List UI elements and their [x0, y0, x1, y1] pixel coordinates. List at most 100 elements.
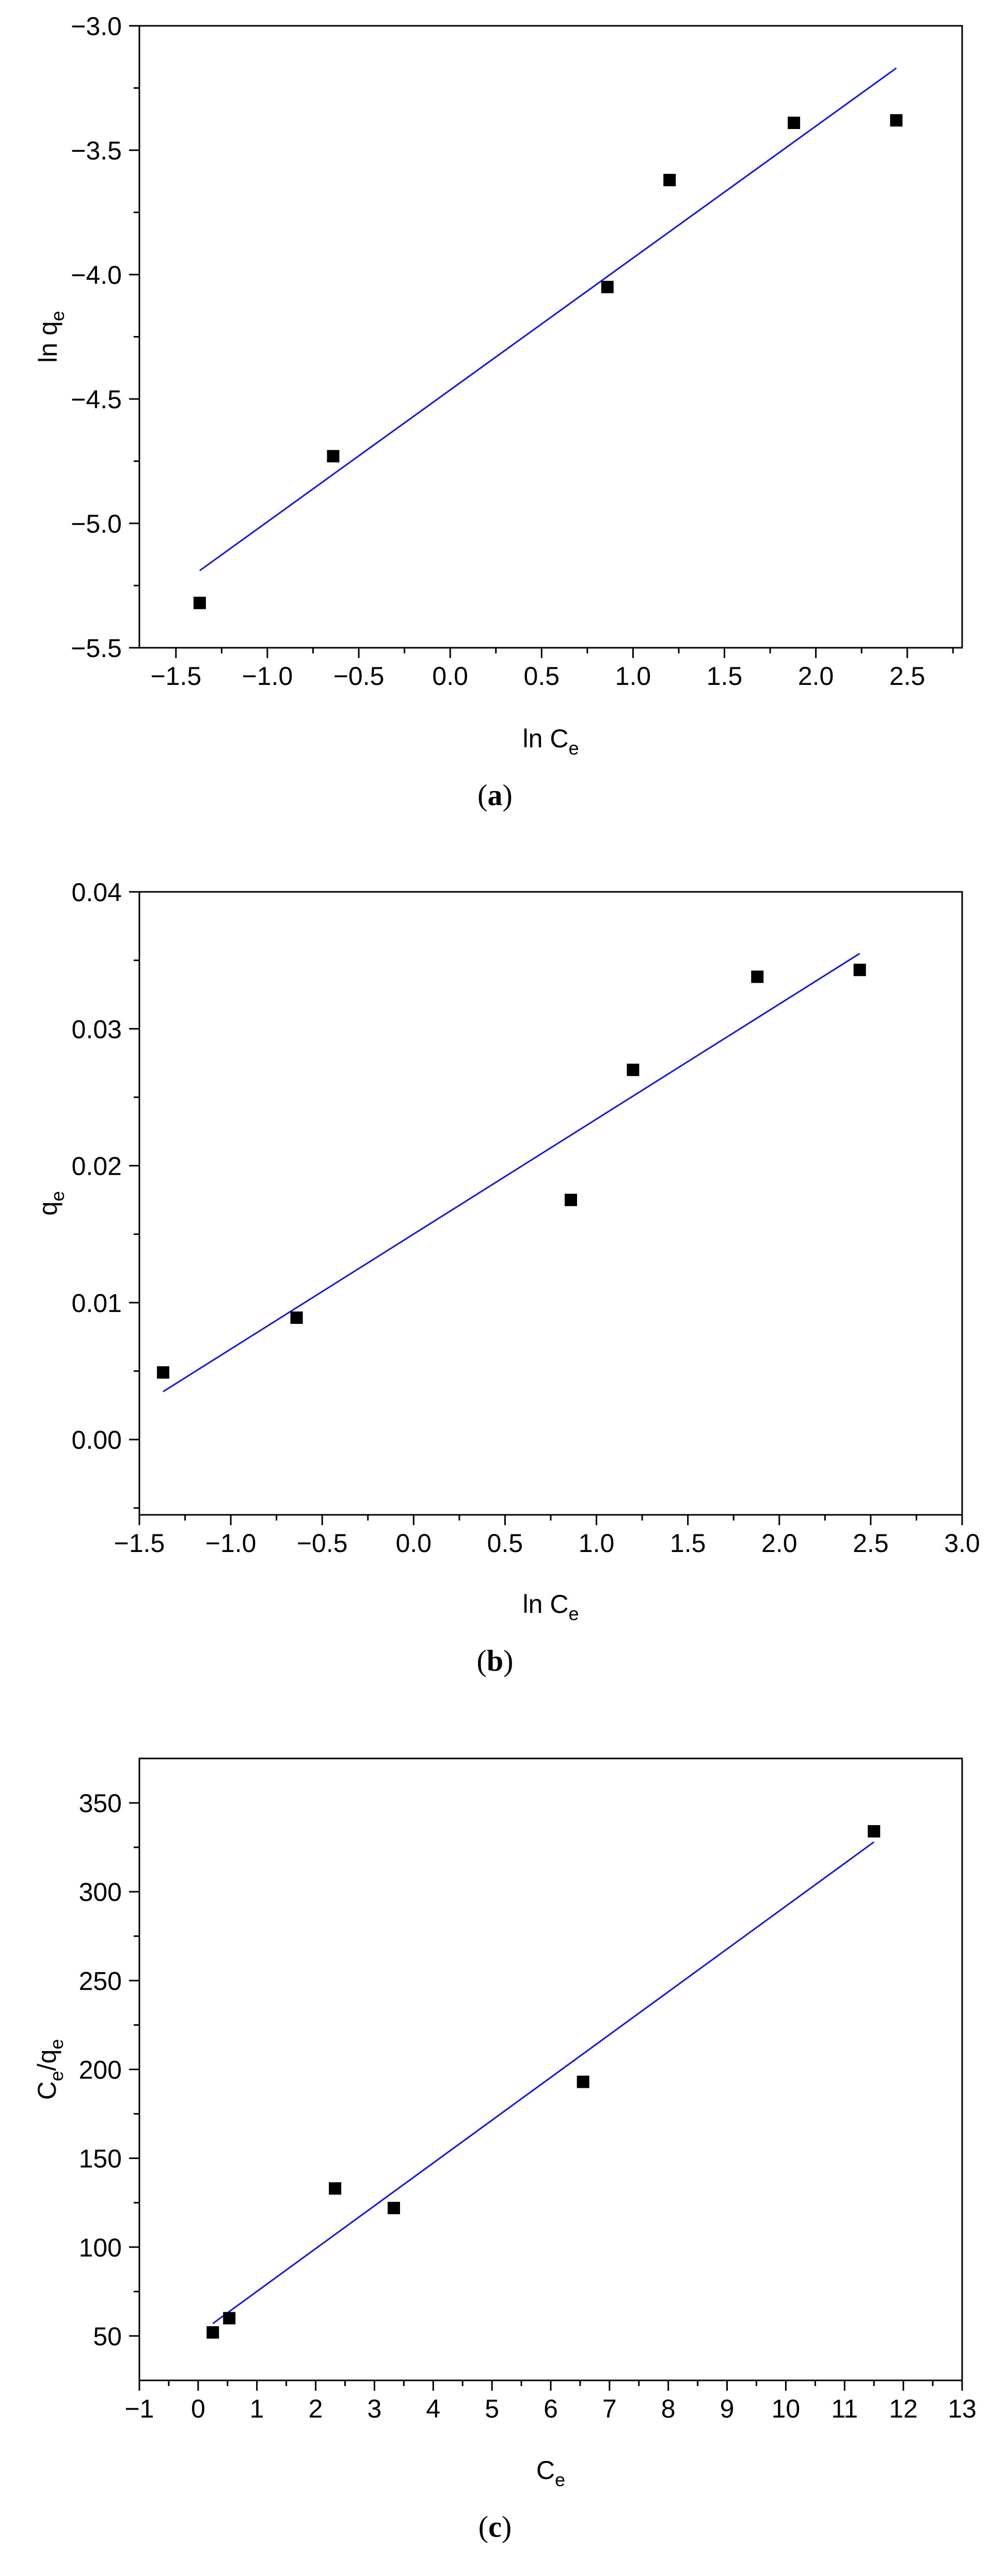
data-point [157, 1366, 170, 1379]
data-point [329, 2182, 342, 2195]
x-tick-label: 1.0 [615, 662, 651, 691]
fit-line [199, 67, 897, 571]
x-tick-label: −1.0 [242, 662, 293, 691]
y-tick-label: 350 [79, 1789, 122, 1818]
data-point [853, 964, 866, 977]
x-tick-label: 2.0 [798, 662, 834, 691]
y-tick-label: 0.04 [72, 878, 122, 907]
panel-caption-letter: c [488, 2510, 502, 2543]
x-tick-label: 0 [191, 2394, 205, 2423]
y-axis-label: ln qe [34, 311, 68, 363]
data-point [627, 1063, 640, 1076]
panel-caption: (b) [477, 1644, 514, 1677]
x-tick-label: 1 [250, 2394, 264, 2423]
x-tick-label: 0.5 [487, 1529, 523, 1558]
x-tick-label: 2 [309, 2394, 323, 2423]
x-tick-label: 0.5 [524, 662, 560, 691]
y-tick-label: 300 [79, 1878, 122, 1907]
x-tick-label: 12 [889, 2394, 918, 2423]
y-tick-label: 250 [79, 1966, 122, 1995]
x-tick-label: 7 [602, 2394, 617, 2423]
y-tick-label: 0.01 [72, 1289, 122, 1318]
data-point [564, 1193, 577, 1206]
y-tick-label: 50 [93, 2322, 122, 2351]
x-tick-label: −1.5 [150, 662, 201, 691]
y-axis-label-tail-subscript: e [46, 2039, 67, 2050]
data-point [388, 2202, 401, 2215]
x-tick-label: −0.5 [297, 1529, 348, 1558]
data-point [193, 597, 206, 610]
x-tick-label: 4 [426, 2394, 440, 2423]
x-tick-label: 0.0 [432, 662, 468, 691]
x-tick-label: −1 [124, 2394, 154, 2423]
y-tick-label: −3.0 [71, 12, 122, 41]
y-tick-label: 0.03 [72, 1015, 122, 1044]
fit-line [163, 953, 860, 1393]
y-tick-label: 100 [79, 2233, 122, 2262]
fit-line [212, 1841, 875, 2325]
data-point [577, 2075, 589, 2088]
chart-panel-a: −1.5 −1.0 −0.5 0.0 0.5 1.0 1.5 2.0 2.5 −5.5 −5.0 −4… [34, 12, 963, 812]
x-tick-label: 9 [720, 2394, 734, 2423]
x-tick-label: 10 [772, 2394, 801, 2423]
x-tick-label: 1.5 [707, 662, 743, 691]
x-axis-label-subscript: e [568, 738, 579, 759]
panel-caption: (c) [478, 2510, 512, 2543]
x-tick-label: −0.5 [333, 662, 385, 691]
panel-caption-letter: b [487, 1644, 503, 1677]
y-tick-label: −5.0 [71, 509, 122, 538]
y-tick-label: 150 [79, 2145, 122, 2173]
y-tick-label: 0.00 [72, 1426, 122, 1454]
panel-caption: (a) [477, 778, 513, 812]
data-point [890, 114, 903, 127]
x-axis-label: ln Ce [523, 724, 579, 759]
data-point [327, 450, 340, 462]
plot-frame [138, 891, 963, 1516]
x-tick-label: 0.0 [396, 1529, 432, 1558]
panel-caption-letter: a [488, 778, 503, 812]
y-axis-label-subscript: e [47, 1191, 68, 1202]
y-tick-label: −4.5 [71, 385, 122, 414]
y-tick-label: −5.5 [71, 634, 122, 663]
x-tick-label: −1.5 [114, 1529, 165, 1558]
x-tick-label: 8 [661, 2394, 676, 2423]
x-axis-label-subscript: e [555, 2469, 565, 2490]
y-tick-label: −3.5 [71, 136, 122, 165]
y-axis-label: Ce/qe [33, 2039, 67, 2100]
y-axis-label: qe [34, 1191, 68, 1216]
y-tick-label: −4.0 [71, 261, 122, 290]
data-point [223, 2312, 236, 2325]
y-tick-label: 200 [79, 2056, 122, 2085]
x-tick-label: 11 [831, 2394, 858, 2423]
x-tick-label: −1.0 [205, 1529, 257, 1558]
x-axis-label-subscript: e [568, 1603, 579, 1624]
y-axis-label-subscript: e [46, 2071, 67, 2081]
x-tick-label: 2.0 [761, 1529, 797, 1558]
x-tick-label: 5 [485, 2394, 499, 2423]
y-tick-label: 0.02 [72, 1152, 122, 1181]
x-tick-label: 1.0 [579, 1529, 615, 1558]
data-point [788, 116, 801, 129]
data-point [751, 970, 764, 983]
plot-frame [138, 25, 963, 649]
x-tick-label: 13 [948, 2394, 977, 2423]
y-axis-label-tail: /q [33, 2050, 61, 2071]
chart-panel-b: −1.5 −1.0 −0.5 0.0 0.5 1.0 1.5 2.0 2.5 3.0 0.00 0.0… [34, 878, 980, 1677]
x-tick-label: 2.5 [889, 662, 925, 691]
data-point [206, 2326, 219, 2339]
x-tick-label: 3 [368, 2394, 382, 2423]
x-tick-label: 3.0 [944, 1529, 980, 1558]
data-point [601, 281, 614, 294]
x-axis-label: ln Ce [523, 1590, 579, 1624]
x-tick-label: 6 [544, 2394, 558, 2423]
data-point [868, 1825, 881, 1838]
x-axis-label: Ce [536, 2456, 565, 2490]
data-point [663, 173, 676, 186]
y-axis-label-subscript: e [47, 311, 68, 321]
chart-panel-c: −1 0 1 2 3 4 5 6 7 8 9 10 11 12 1350100150200250300350… [33, 1757, 977, 2543]
data-point [290, 1311, 303, 1324]
x-tick-label: 2.5 [853, 1529, 889, 1558]
x-tick-label: 1.5 [670, 1529, 706, 1558]
